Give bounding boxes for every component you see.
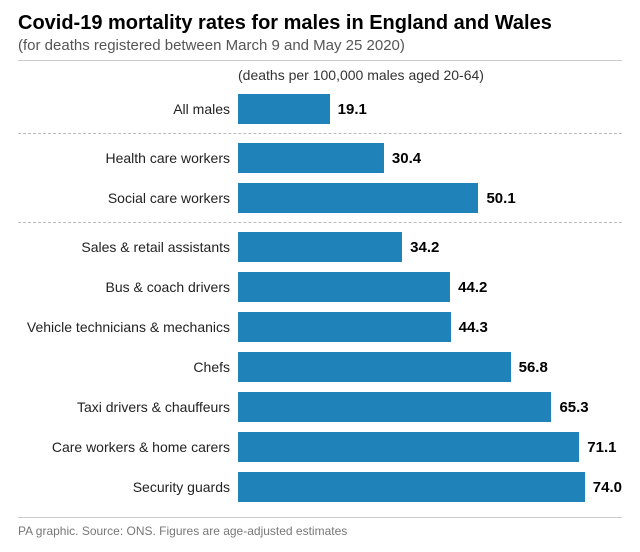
- bar-row: Care workers & home carers 71.1: [18, 427, 622, 467]
- bar: [238, 432, 579, 462]
- bar-value: 44.3: [459, 319, 488, 336]
- bar-value: 30.4: [392, 150, 421, 167]
- bar-area: 74.0: [238, 472, 622, 502]
- bar-label: Vehicle technicians & mechanics: [18, 319, 238, 335]
- group-divider: [18, 222, 622, 223]
- bar-area: 30.4: [238, 143, 622, 173]
- chart-subtitle: (for deaths registered between March 9 a…: [18, 37, 622, 61]
- bar-area: 50.1: [238, 183, 622, 213]
- chart-container: Covid-19 mortality rates for males in En…: [0, 0, 640, 546]
- bar-label: Care workers & home carers: [18, 439, 238, 455]
- bar: [238, 232, 402, 262]
- bar-value: 19.1: [338, 101, 367, 118]
- bar-label: Security guards: [18, 479, 238, 495]
- bar-label: All males: [18, 101, 238, 117]
- bar-row: Social care workers 50.1: [18, 178, 622, 218]
- bar-label: Bus & coach drivers: [18, 279, 238, 295]
- bar-area: 19.1: [238, 94, 622, 124]
- bar-chart: All males 19.1 Health care workers 30.4 Soci…: [18, 89, 622, 507]
- bar-label: Sales & retail assistants: [18, 239, 238, 255]
- bar-label: Health care workers: [18, 150, 238, 166]
- bar-value: 71.1: [587, 439, 616, 456]
- bar-label: Social care workers: [18, 190, 238, 206]
- chart-title: Covid-19 mortality rates for males in En…: [18, 12, 622, 35]
- bar-area: 34.2: [238, 232, 622, 262]
- bar-label: Chefs: [18, 359, 238, 375]
- bar-area: 65.3: [238, 392, 622, 422]
- bar: [238, 472, 585, 502]
- bar-value: 65.3: [559, 399, 588, 416]
- bar: [238, 352, 511, 382]
- bar: [238, 312, 451, 342]
- bar-label: Taxi drivers & chauffeurs: [18, 399, 238, 415]
- bar-row: Bus & coach drivers 44.2: [18, 267, 622, 307]
- unit-label: (deaths per 100,000 males aged 20-64): [18, 67, 622, 83]
- bar-value: 44.2: [458, 279, 487, 296]
- bar-row: All males 19.1: [18, 89, 622, 129]
- bar: [238, 392, 551, 422]
- bar-row: Taxi drivers & chauffeurs 65.3: [18, 387, 622, 427]
- bar-value: 34.2: [410, 239, 439, 256]
- bar-row: Vehicle technicians & mechanics 44.3: [18, 307, 622, 347]
- chart-footer: PA graphic. Source: ONS. Figures are age…: [18, 517, 622, 538]
- bar-area: 44.2: [238, 272, 622, 302]
- group-divider: [18, 133, 622, 134]
- bar-row: Sales & retail assistants 34.2: [18, 227, 622, 267]
- bar-row: Chefs 56.8: [18, 347, 622, 387]
- bar: [238, 94, 330, 124]
- bar-area: 56.8: [238, 352, 622, 382]
- bar: [238, 272, 450, 302]
- bar: [238, 183, 478, 213]
- bar-area: 71.1: [238, 432, 622, 462]
- bar-value: 56.8: [519, 359, 548, 376]
- bar-value: 74.0: [593, 479, 622, 496]
- bar-value: 50.1: [486, 190, 515, 207]
- bar: [238, 143, 384, 173]
- bar-row: Health care workers 30.4: [18, 138, 622, 178]
- bar-area: 44.3: [238, 312, 622, 342]
- bar-row: Security guards 74.0: [18, 467, 622, 507]
